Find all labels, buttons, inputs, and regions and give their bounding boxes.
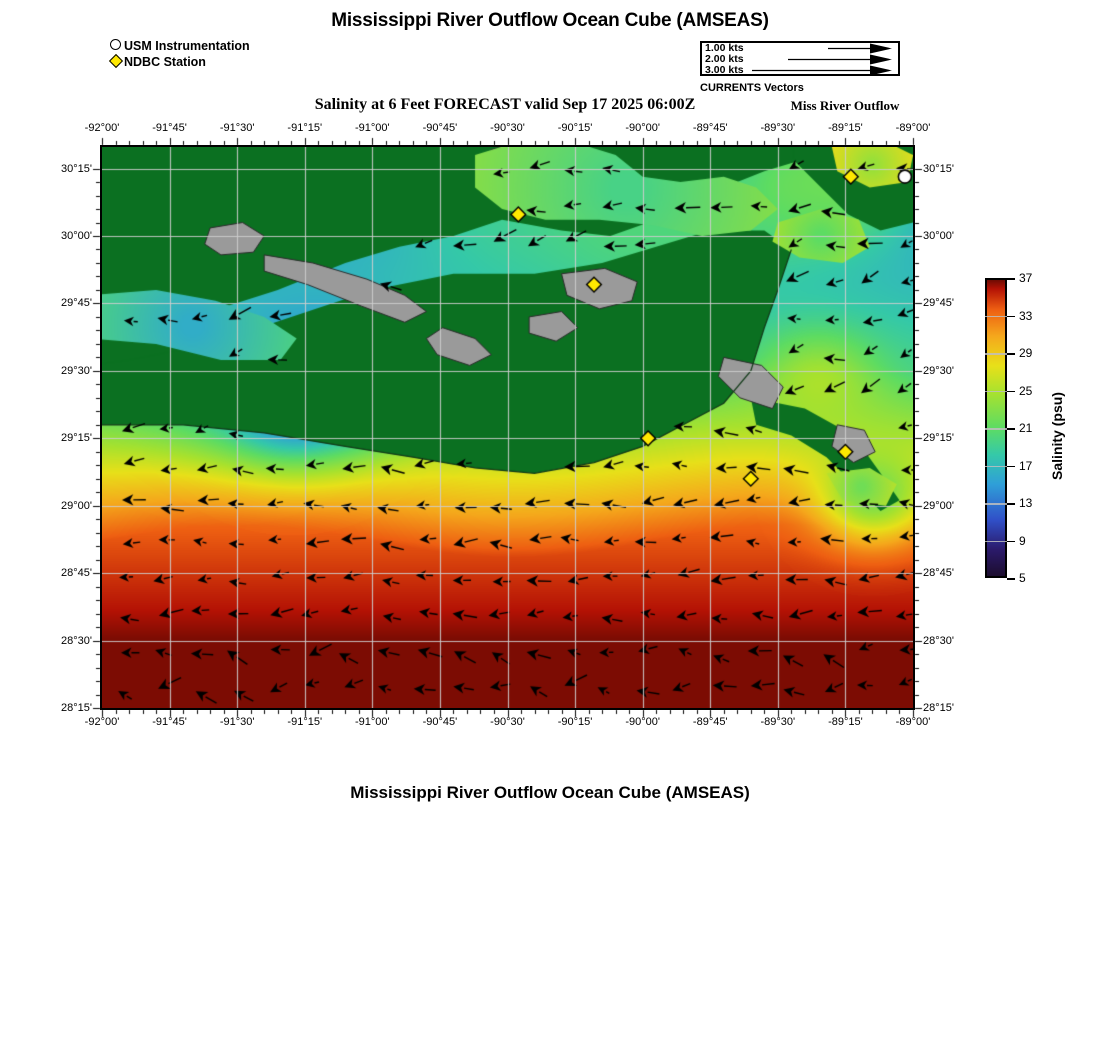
lat-tick-label: 30°00' (923, 230, 954, 242)
colorbar-tick-label: 9 (1019, 533, 1026, 548)
lon-tick-label: -90°15' (557, 122, 593, 134)
lat-tick-label: 30°15' (61, 162, 92, 175)
marker-legend: USM Instrumentation NDBC Station (108, 38, 250, 70)
colorbar-tick (1007, 390, 1015, 392)
lat-tick-label: 28°30' (61, 634, 92, 647)
lon-tick-label: -90°45' (422, 716, 458, 728)
lat-tick-label: 30°15' (923, 162, 954, 175)
lon-tick-label: -91°30' (219, 716, 255, 728)
miss-river-outflow-label: Miss River Outflow (790, 98, 900, 113)
lon-tick-label: -90°00' (625, 716, 660, 728)
lon-tick-label: -89°15' (828, 716, 863, 728)
lat-tick-label: 29°15' (61, 432, 92, 445)
legend-item-usm: USM Instrumentation (108, 38, 250, 53)
currents-legend-caption: CURRENTS Vectors (700, 82, 804, 94)
salinity-map[interactable] (100, 145, 915, 710)
colorbar-gridline (985, 390, 1007, 392)
lon-tick-label: -89°45' (692, 122, 728, 134)
lon-tick-label: -89°00' (895, 716, 931, 728)
footer-title: Mississippi River Outflow Ocean Cube (AM… (350, 783, 750, 802)
colorbar-tick (1007, 315, 1015, 317)
map-canvas[interactable] (102, 147, 913, 708)
circle-marker-icon (108, 38, 124, 53)
lon-tick-label: -91°45' (152, 716, 187, 728)
lat-tick-label: 28°45' (923, 567, 954, 580)
lat-tick-label: 28°30' (923, 634, 954, 647)
lat-tick-label: 30°00' (61, 230, 92, 242)
colorbar-tick-label: 5 (1019, 571, 1026, 585)
colorbar-tick (1007, 578, 1015, 580)
lat-tick-label: 29°30' (923, 364, 954, 377)
lon-tick-label: -90°00' (625, 122, 660, 134)
lon-tick-label: -90°45' (422, 122, 458, 134)
lon-tick-label: -91°00' (355, 122, 390, 134)
lon-tick-label: -91°00' (355, 716, 390, 728)
lat-tick-label: 29°00' (61, 499, 92, 512)
lat-tick-label: 28°15' (923, 702, 954, 714)
colorbar-tick (1007, 278, 1015, 280)
colorbar-gridline (985, 353, 1007, 355)
colorbar-tick-label: 33 (1019, 308, 1033, 323)
colorbar-tick-label: 29 (1019, 346, 1033, 360)
legend-item-ndbc: NDBC Station (108, 53, 250, 69)
lon-tick-label: -90°15' (557, 716, 593, 728)
currents-legend-row-3: 3.00 kts (702, 64, 898, 76)
lat-tick-label: 29°30' (61, 364, 92, 377)
lon-tick-label: -89°15' (828, 122, 863, 134)
legend-label-ndbc: NDBC Station (124, 54, 206, 69)
legend-label-usm: USM Instrumentation (124, 38, 250, 53)
lon-tick-label: -91°15' (287, 716, 323, 728)
colorbar-tick-label: 13 (1019, 496, 1033, 510)
lat-tick-label: 28°15' (61, 702, 92, 714)
colorbar-tick-label: 17 (1019, 458, 1033, 473)
colorbar-tick (1007, 540, 1015, 542)
lat-tick-label: 28°45' (61, 567, 92, 580)
colorbar-gridline (985, 428, 1007, 430)
colorbar-tick (1007, 465, 1015, 467)
colorbar-gridline (985, 315, 1007, 317)
lon-tick-label: -92°00' (84, 716, 120, 728)
colorbar-gridline (985, 465, 1007, 467)
colorbar-tick-label: 37 (1019, 271, 1033, 285)
lon-tick-label: -91°30' (219, 122, 255, 134)
lon-tick-label: -89°30' (760, 122, 796, 134)
diamond-marker-icon (108, 53, 124, 69)
lon-tick-label: -90°30' (490, 122, 525, 134)
lon-tick-label: -90°30' (490, 716, 525, 728)
page-title: Mississippi River Outflow Ocean Cube (AM… (331, 10, 769, 31)
colorbar-gridline (985, 503, 1007, 505)
colorbar-tick-label: 21 (1019, 421, 1033, 435)
lat-tick-label: 29°45' (923, 297, 954, 310)
colorbar-tick (1007, 353, 1015, 355)
lon-tick-label: -91°15' (287, 122, 323, 134)
colorbar-tick (1007, 428, 1015, 430)
currents-vector-legend: 1.00 kts 2.00 kts 3.00 kts (700, 41, 900, 76)
lat-tick-label: 29°45' (61, 297, 92, 310)
lon-tick-label: -89°45' (692, 716, 728, 728)
lat-tick-label: 29°00' (923, 499, 954, 512)
colorbar-title: Salinity (psu) (1049, 392, 1065, 480)
lon-tick-label: -91°45' (152, 122, 187, 134)
arrow-3kts-icon (752, 65, 892, 76)
lon-tick-label: -89°30' (760, 716, 796, 728)
colorbar-tick-label: 25 (1019, 383, 1033, 398)
colorbar-gridline (985, 540, 1007, 542)
lon-tick-label: -89°00' (895, 122, 931, 134)
colorbar-tick (1007, 503, 1015, 505)
lat-tick-label: 29°15' (923, 432, 954, 445)
lon-tick-label: -92°00' (84, 122, 120, 134)
